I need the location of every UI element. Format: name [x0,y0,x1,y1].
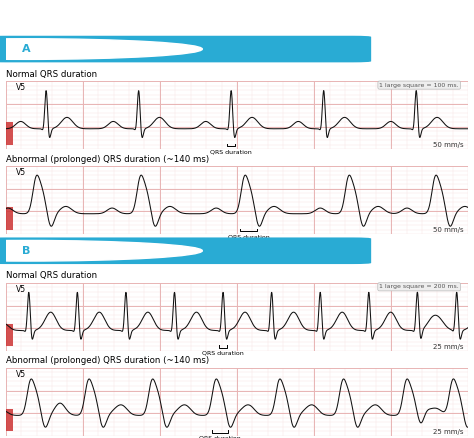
Circle shape [0,240,202,261]
Text: Abnormal (prolonged) QRS duration (~140 ms): Abnormal (prolonged) QRS duration (~140 … [6,356,209,365]
Text: 1 large square = 100 ms.: 1 large square = 100 ms. [379,83,459,88]
FancyBboxPatch shape [0,237,371,264]
Text: Paper speed 50 mm/s: Paper speed 50 mm/s [54,44,189,54]
Text: 25 mm/s: 25 mm/s [433,344,464,350]
Text: Paper speed 25 mm/s: Paper speed 25 mm/s [54,246,189,256]
Text: V5: V5 [16,83,26,92]
Text: Normal QRS duration: Normal QRS duration [6,70,97,78]
Text: QRS duration: QRS duration [210,149,252,154]
Text: QRS duration: QRS duration [199,436,240,438]
Text: A: A [22,44,31,54]
Circle shape [0,39,202,60]
Bar [6,324,13,346]
Text: QRS duration: QRS duration [228,234,269,239]
Text: 25 mm/s: 25 mm/s [433,429,464,435]
Text: B: B [22,246,31,256]
Bar [6,122,13,145]
Text: 50 mm/s: 50 mm/s [433,142,464,148]
Text: V5: V5 [16,285,26,294]
Text: QRS duration: QRS duration [202,351,244,356]
Text: 1 large square = 200 ms.: 1 large square = 200 ms. [379,284,459,290]
Bar [6,207,13,230]
Bar [6,409,13,431]
Text: 50 mm/s: 50 mm/s [433,227,464,233]
FancyBboxPatch shape [0,36,371,62]
Text: Abnormal (prolonged) QRS duration (~140 ms): Abnormal (prolonged) QRS duration (~140 … [6,155,209,163]
Text: V5: V5 [16,370,26,379]
Text: Normal QRS duration: Normal QRS duration [6,271,97,280]
Text: V5: V5 [16,168,26,177]
